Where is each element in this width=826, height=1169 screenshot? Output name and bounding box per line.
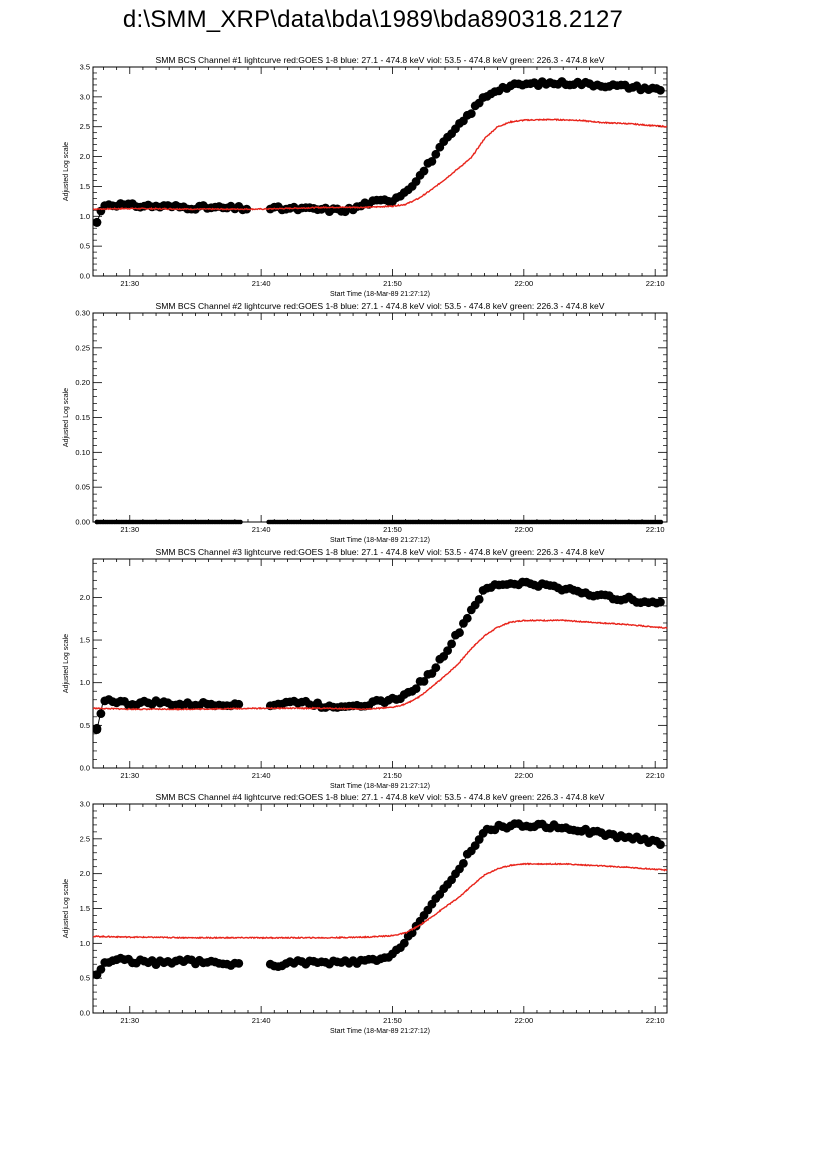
x-axis-label: Start Time (18-Mar-89 21:27:12) (330, 1028, 430, 1035)
x-tick-label: 22:10 (646, 1016, 665, 1025)
chart-panel-3: SMM BCS Channel #3 lightcurve red:GOES 1… (63, 547, 668, 790)
page-title: d:\SMM_XRP\data\bda\1989\bda890318.2127 (122, 6, 624, 33)
x-tick-label: 21:50 (383, 1016, 402, 1025)
data-point (234, 699, 244, 709)
x-axis-label: Start Time (18-Mar-89 21:27:12) (330, 537, 430, 544)
y-axis-label: Adjusted Log scale (63, 142, 70, 201)
data-point (447, 639, 456, 649)
y-tick-label: 1.5 (80, 904, 90, 913)
x-tick-label: 22:00 (514, 279, 533, 288)
x-tick-label: 22:10 (646, 771, 665, 780)
data-point (96, 709, 106, 718)
y-axis-label: Adjusted Log scale (63, 879, 70, 938)
data-point (92, 970, 102, 980)
data-point (427, 157, 437, 166)
series-line-goes (92, 118, 667, 211)
x-tick-label: 21:30 (120, 525, 139, 534)
data-point (474, 595, 484, 604)
y-tick-label: 0.10 (75, 448, 90, 457)
x-tick-label: 21:40 (252, 771, 271, 780)
y-tick-label: 0.5 (80, 974, 90, 983)
data-point (419, 677, 429, 686)
y-tick-label: 2.5 (80, 834, 90, 843)
data-point (459, 859, 468, 868)
chart-title: SMM BCS Channel #2 lightcurve red:GOES 1… (155, 301, 604, 311)
x-tick-label: 22:10 (646, 525, 665, 534)
y-tick-label: 1.0 (80, 678, 90, 687)
y-tick-label: 0.0 (80, 764, 90, 773)
y-tick-label: 3.0 (80, 800, 90, 809)
y-tick-label: 0.05 (75, 483, 90, 492)
data-point (656, 597, 665, 607)
y-axis-label: Adjusted Log scale (63, 634, 70, 693)
data-point (419, 166, 429, 176)
x-tick-label: 21:40 (252, 1016, 271, 1025)
y-tick-label: 0.0 (80, 272, 90, 281)
data-point (462, 613, 472, 623)
data-point (658, 519, 664, 525)
y-tick-label: 2.0 (80, 869, 90, 878)
x-tick-label: 21:40 (252, 279, 271, 288)
x-tick-label: 22:00 (514, 525, 533, 534)
series-line-bcs (96, 824, 662, 975)
chart-panel-1: SMM BCS Channel #1 lightcurve red:GOES 1… (63, 55, 668, 298)
y-tick-label: 1.0 (80, 939, 90, 948)
chart-panel-4: SMM BCS Channel #4 lightcurve red:GOES 1… (63, 792, 668, 1035)
plot-frame (92, 312, 668, 523)
data-point (466, 109, 476, 118)
series-line-goes (92, 618, 668, 711)
data-point (92, 217, 102, 227)
data-point (431, 149, 441, 159)
x-tick-label: 21:30 (120, 1016, 139, 1025)
x-tick-label: 21:50 (383, 525, 402, 534)
series-line-goes (92, 862, 668, 940)
data-point (431, 663, 441, 673)
y-tick-label: 0.25 (75, 343, 90, 352)
data-point (411, 684, 421, 693)
data-point (234, 959, 244, 968)
y-tick-label: 2.5 (80, 122, 90, 131)
plot-frame (92, 66, 668, 277)
x-tick-label: 21:50 (383, 771, 402, 780)
x-tick-label: 21:50 (383, 279, 402, 288)
chart-title: SMM BCS Channel #1 lightcurve red:GOES 1… (155, 55, 604, 65)
data-point (656, 85, 665, 95)
y-tick-label: 0.0 (80, 1009, 90, 1018)
x-tick-label: 22:00 (514, 1016, 533, 1025)
chart-title: SMM BCS Channel #4 lightcurve red:GOES 1… (155, 792, 604, 802)
data-point (94, 519, 100, 525)
y-tick-label: 2.0 (80, 593, 90, 602)
data-point (443, 646, 452, 655)
x-tick-label: 21:30 (120, 771, 139, 780)
x-tick-label: 22:10 (646, 279, 665, 288)
x-axis-label: Start Time (18-Mar-89 21:27:12) (330, 783, 430, 790)
data-point (238, 519, 243, 525)
data-point (399, 938, 409, 948)
y-tick-label: 1.0 (80, 212, 90, 221)
y-tick-label: 0.00 (75, 518, 90, 527)
y-tick-label: 3.5 (80, 63, 90, 72)
y-tick-label: 2.0 (80, 152, 90, 161)
x-tick-label: 21:30 (120, 279, 139, 288)
x-tick-label: 22:00 (514, 771, 533, 780)
y-tick-label: 0.30 (75, 309, 90, 318)
chart-panel-2: SMM BCS Channel #2 lightcurve red:GOES 1… (63, 301, 668, 544)
y-axis-label: Adjusted Log scale (63, 388, 70, 447)
data-point (656, 840, 665, 849)
data-point (92, 725, 102, 734)
chart-title: SMM BCS Channel #3 lightcurve red:GOES 1… (155, 547, 604, 557)
y-tick-label: 0.20 (75, 378, 90, 387)
y-tick-label: 3.0 (80, 92, 90, 101)
y-tick-label: 0.5 (80, 242, 90, 251)
x-tick-label: 21:40 (252, 525, 271, 534)
plot-frame (92, 558, 668, 769)
y-tick-label: 1.5 (80, 182, 90, 191)
y-tick-label: 1.5 (80, 636, 90, 645)
y-tick-label: 0.5 (80, 721, 90, 730)
y-tick-label: 0.15 (75, 413, 90, 422)
data-point (455, 628, 464, 638)
x-axis-label: Start Time (18-Mar-89 21:27:12) (330, 291, 430, 298)
